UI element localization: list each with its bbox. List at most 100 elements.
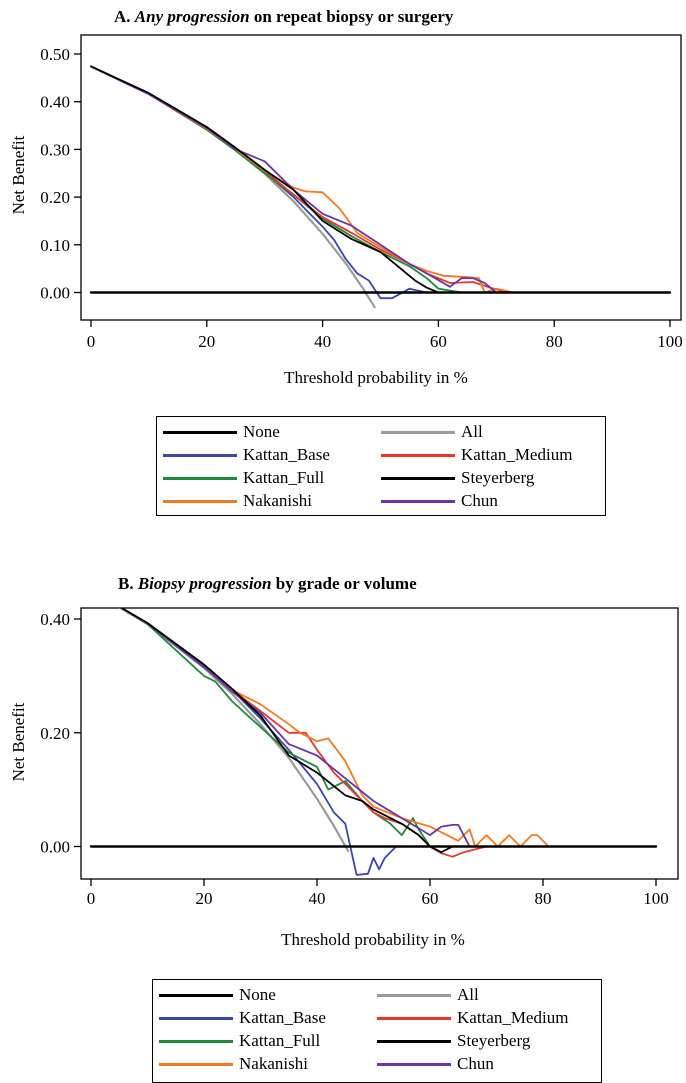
a-legend-swatch <box>163 476 237 480</box>
b-y-tick-label-0: 0.00 <box>40 838 70 857</box>
b-x-tick-label-40: 40 <box>309 889 326 908</box>
a-y-tick-label-2: 0.20 <box>40 188 70 207</box>
b-legend-label: None <box>239 985 276 1004</box>
a-legend-swatch <box>381 476 455 480</box>
b-legend-item-steyerberg: Steyerberg <box>377 1030 530 1052</box>
b-legend-swatch <box>159 1062 233 1066</box>
a-legend-swatch <box>163 499 237 503</box>
a-x-axis-label: Threshold probability in % <box>284 368 468 387</box>
legend-b: None All Kattan_Base Kattan_Medium Kattan_Fu… <box>152 979 602 1083</box>
a-y-tick-label-1: 0.10 <box>40 236 70 255</box>
panel-b-title-suffix: by grade or volume <box>271 574 417 593</box>
legend-a: None All Kattan_Base Kattan_Medium Kattan_Fu… <box>156 416 606 516</box>
a-series-kattan-full <box>90 65 671 294</box>
b-legend-label: All <box>457 985 479 1004</box>
b-legend-label: Nakanishi <box>239 1054 308 1073</box>
b-series-chun <box>119 608 657 848</box>
a-legend-label: Kattan_Base <box>243 445 330 464</box>
b-legend-swatch <box>159 1039 233 1043</box>
b-y-tick-label-1: 0.20 <box>40 724 70 743</box>
b-x-tick-label-20: 20 <box>196 889 213 908</box>
b-legend-item-nakanishi: Nakanishi <box>159 1053 308 1075</box>
a-y-axis-label: Net Benefit <box>9 135 28 214</box>
a-x-tick-label-40: 40 <box>314 332 331 351</box>
b-legend-item-none: None <box>159 984 276 1006</box>
a-series-kattan-medium <box>90 65 671 294</box>
a-legend-item-chun: Chun <box>381 490 498 512</box>
a-legend-item-kattan-base: Kattan_Base <box>163 444 330 466</box>
b-series-nakanishi <box>119 608 657 848</box>
b-legend-swatch <box>159 993 233 997</box>
b-series-kattan-medium <box>119 608 657 858</box>
b-legend-label: Kattan_Full <box>239 1031 321 1050</box>
b-legend-swatch <box>377 1062 451 1066</box>
a-x-tick-label-100: 100 <box>657 332 683 351</box>
b-legend-label: Steyerberg <box>457 1031 531 1050</box>
b-x-tick-label-60: 60 <box>422 889 439 908</box>
a-y-tick-label-3: 0.30 <box>40 140 70 159</box>
panel-a-title-prefix: A. <box>114 7 135 26</box>
b-legend-item-kattan-base: Kattan_Base <box>159 1007 326 1029</box>
a-legend-item-kattan-medium: Kattan_Medium <box>381 444 572 466</box>
b-y-tick-label-2: 0.40 <box>40 610 70 629</box>
a-legend-label: Steyerberg <box>461 468 535 487</box>
b-legend-swatch <box>377 1016 451 1020</box>
a-legend-label: All <box>461 422 483 441</box>
b-x-tick-label-80: 80 <box>535 889 552 908</box>
a-legend-label: Nakanishi <box>243 491 312 510</box>
a-x-tick-label-60: 60 <box>430 332 447 351</box>
b-plot-frame <box>80 607 679 880</box>
a-legend-item-steyerberg: Steyerberg <box>381 467 534 489</box>
panel-a-title-italic: Any progression <box>134 7 250 26</box>
panel-b-title-italic: Biopsy progression <box>137 574 272 593</box>
a-series-all <box>89 65 376 309</box>
a-y-tick-label-0: 0.00 <box>40 284 70 303</box>
a-x-tick-label-20: 20 <box>198 332 215 351</box>
b-series-kattan-base <box>119 608 657 876</box>
a-plot-frame <box>80 34 682 321</box>
b-y-axis-label: Net Benefit <box>9 702 28 781</box>
a-legend-swatch <box>163 453 237 457</box>
b-legend-swatch <box>377 1039 451 1043</box>
a-x-tick-label-80: 80 <box>546 332 563 351</box>
b-x-tick-label-100: 100 <box>643 889 669 908</box>
b-legend-label: Chun <box>457 1054 494 1073</box>
a-legend-item-all: All <box>381 421 483 443</box>
a-legend-swatch <box>381 453 455 457</box>
b-series-kattan-full <box>119 608 657 848</box>
panel-b-title-prefix: B. <box>118 574 138 593</box>
b-legend-item-all: All <box>377 984 479 1006</box>
a-legend-item-nakanishi: Nakanishi <box>163 490 312 512</box>
a-legend-swatch <box>381 430 455 434</box>
a-legend-item-none: None <box>163 421 280 443</box>
a-x-tick-label-0: 0 <box>87 332 96 351</box>
b-legend-item-kattan-full: Kattan_Full <box>159 1030 320 1052</box>
a-legend-item-kattan-full: Kattan_Full <box>163 467 324 489</box>
a-series-nakanishi <box>90 65 671 294</box>
b-legend-swatch <box>159 1016 233 1020</box>
panel-b-title: B. Biopsy progression by grade or volume <box>118 574 417 594</box>
b-series-steyerberg <box>120 608 657 854</box>
b-series-all <box>118 608 350 853</box>
a-legend-swatch <box>381 499 455 503</box>
a-legend-label: None <box>243 422 280 441</box>
b-x-tick-label-0: 0 <box>87 889 96 908</box>
b-legend-item-kattan-medium: Kattan_Medium <box>377 1007 568 1029</box>
a-series-kattan-base <box>90 65 671 300</box>
a-y-tick-label-5: 0.50 <box>40 45 70 64</box>
panel-a-title: A. Any progression on repeat biopsy or s… <box>114 7 453 27</box>
a-legend-swatch <box>163 430 237 434</box>
a-series-chun <box>90 65 671 294</box>
a-y-tick-label-4: 0.40 <box>40 93 70 112</box>
b-legend-swatch <box>377 993 451 997</box>
a-legend-label: Kattan_Medium <box>461 445 573 464</box>
b-legend-label: Kattan_Base <box>239 1008 326 1027</box>
b-x-axis-label: Threshold probability in % <box>281 930 465 949</box>
panel-a-title-suffix: on repeat biopsy or surgery <box>249 7 454 26</box>
b-legend-item-chun: Chun <box>377 1053 494 1075</box>
a-series-steyerberg <box>90 65 671 294</box>
a-legend-label: Chun <box>461 491 498 510</box>
b-legend-label: Kattan_Medium <box>457 1008 569 1027</box>
